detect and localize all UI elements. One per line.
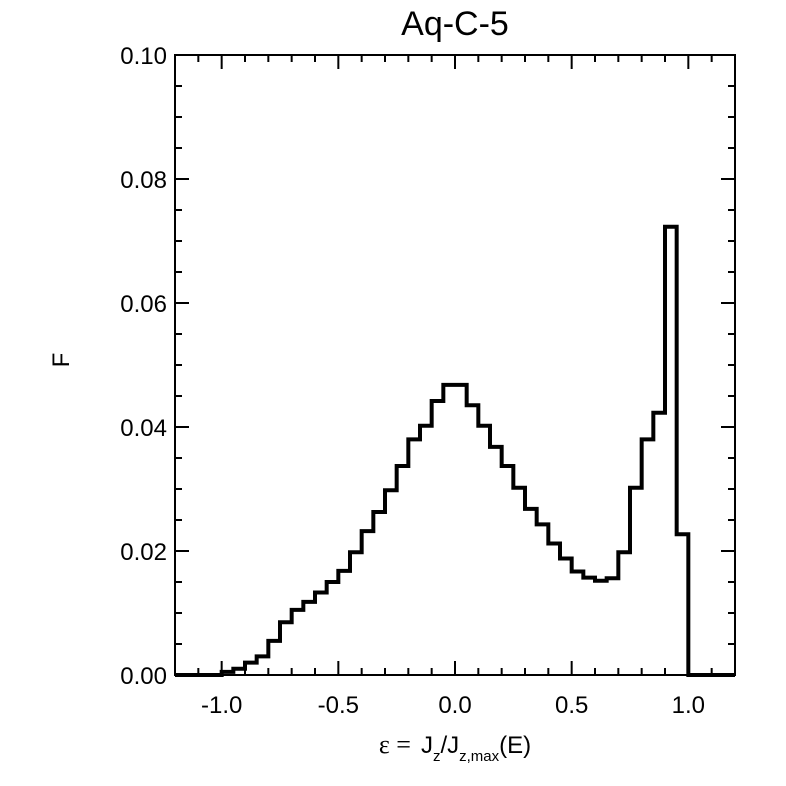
y-tick-label: 0.10 [120, 43, 167, 70]
y-tick-label: 0.06 [120, 291, 167, 318]
x-axis-label-tail: (E) [499, 732, 531, 759]
x-tick-label: 0.0 [438, 692, 471, 719]
x-tick-label: 0.5 [555, 692, 588, 719]
y-tick-label: 0.00 [120, 663, 167, 690]
x-tick-label: -1.0 [201, 692, 242, 719]
x-axis-label-sub-z: z [433, 748, 441, 765]
x-axis-label-sub-zmax: z,max [459, 748, 500, 765]
axis-ticks [174, 54, 736, 676]
y-tick-label: 0.08 [120, 167, 167, 194]
x-axis-label-j: J [421, 732, 433, 759]
y-tick-label: 0.04 [120, 415, 167, 442]
y-tick-label: 0.02 [120, 539, 167, 566]
y-axis-label: F [48, 353, 75, 368]
x-tick-label: -0.5 [318, 692, 359, 719]
chart-title: Aq-C-5 [401, 5, 509, 43]
x-tick-label: 1.0 [672, 692, 705, 719]
x-axis-label-slash-j: /J [440, 732, 459, 759]
plot-border [174, 54, 736, 676]
axis-tick-labels: -1.0 -0.5 0.0 0.5 1.0 0.00 0.02 0.04 0.06 0.08 0.1… [120, 43, 705, 719]
x-axis-label: ε = Jz/Jz,max(E) [379, 730, 531, 765]
x-axis-label-epsilon: ε = [379, 730, 411, 759]
plot-frame [174, 54, 736, 676]
histogram-step-line [175, 224, 735, 677]
